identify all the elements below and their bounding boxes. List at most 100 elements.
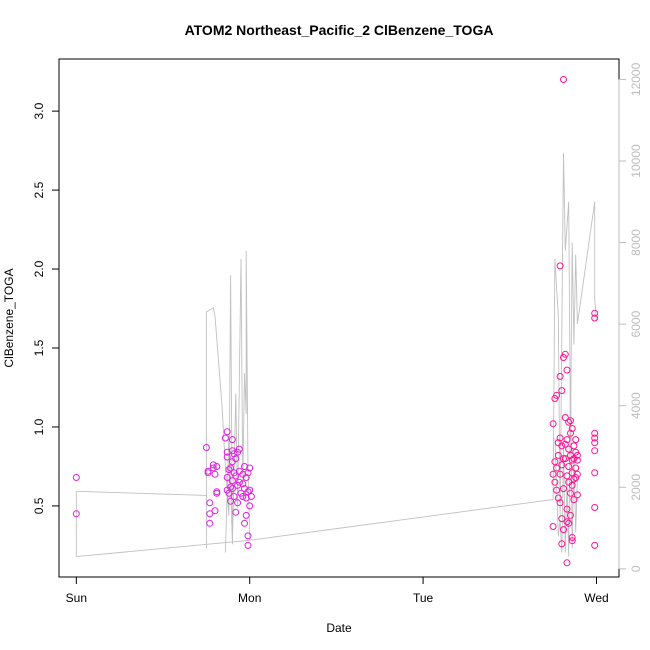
data-point — [563, 472, 571, 480]
right-axis-tick-label: 6000 — [629, 310, 643, 337]
data-point — [563, 366, 571, 374]
data-point — [560, 76, 567, 83]
right-axis-tick-label: 12000 — [629, 62, 643, 96]
data-point — [234, 499, 242, 507]
data-point — [561, 350, 569, 358]
data-point — [591, 429, 599, 437]
y-tick-label: 2.0 — [32, 260, 46, 277]
background-line-segment — [76, 152, 597, 558]
points-layer — [72, 76, 599, 567]
data-point — [228, 485, 236, 493]
data-point — [206, 510, 214, 518]
data-point — [573, 491, 581, 499]
y-tick-label: 0.5 — [32, 497, 46, 514]
data-point — [558, 540, 566, 548]
data-point — [211, 470, 219, 478]
background-line-layer — [75, 152, 597, 558]
right-axis-tick-label: 0 — [629, 565, 643, 572]
data-point — [241, 519, 248, 527]
data-point — [225, 466, 233, 474]
plot-frame — [58, 58, 620, 578]
data-point — [230, 450, 238, 458]
right-axis-tick-label: 10000 — [629, 144, 643, 178]
data-point — [572, 436, 580, 444]
data-point — [232, 455, 240, 463]
data-point — [563, 559, 571, 567]
data-point — [568, 456, 576, 464]
data-point — [239, 493, 247, 500]
right-axis-tick-label: 2000 — [629, 474, 643, 501]
data-point — [554, 494, 562, 502]
data-point — [568, 534, 576, 541]
data-point — [568, 481, 576, 489]
data-point — [556, 470, 564, 478]
data-point — [223, 474, 231, 481]
data-point — [228, 436, 236, 444]
data-point — [242, 474, 250, 481]
data-point — [570, 442, 578, 450]
data-point — [221, 434, 229, 442]
data-point — [556, 262, 564, 270]
data-point — [591, 314, 599, 322]
data-point — [591, 541, 599, 549]
y-axis-label: ClBenzene_TOGA — [2, 268, 16, 367]
data-point — [223, 428, 231, 436]
data-point — [244, 488, 252, 496]
data-point — [572, 464, 580, 472]
data-point — [563, 518, 571, 526]
data-point — [213, 463, 221, 470]
data-point — [72, 510, 80, 518]
data-point — [558, 442, 566, 450]
data-point — [235, 445, 243, 453]
data-point — [570, 475, 578, 483]
data-point — [246, 502, 254, 510]
data-point — [591, 439, 599, 447]
data-point — [209, 461, 217, 469]
data-point — [563, 505, 571, 513]
data-point — [591, 434, 599, 442]
data-point — [561, 414, 569, 421]
data-point — [573, 456, 581, 464]
data-point — [565, 519, 573, 527]
data-point — [565, 418, 573, 426]
data-point — [556, 372, 564, 380]
data-point — [206, 519, 214, 527]
data-point — [568, 537, 576, 545]
data-point — [553, 464, 561, 472]
data-point — [591, 469, 599, 477]
data-point — [213, 489, 221, 497]
data-point — [565, 445, 573, 453]
data-point — [591, 504, 599, 511]
x-tick-label: Mon — [238, 591, 261, 605]
data-point — [232, 472, 240, 480]
data-point — [244, 532, 252, 540]
right-axis-tick-label: 8000 — [629, 229, 643, 256]
data-point — [553, 486, 561, 494]
data-point — [565, 463, 573, 470]
y-axis: 0.5 1.0 1.5 2.0 2.5 3.0 — [32, 102, 60, 514]
data-point — [206, 499, 214, 507]
x-tick-label: Tue — [413, 591, 434, 605]
data-point — [558, 387, 566, 395]
data-point — [246, 464, 254, 472]
data-point — [549, 420, 557, 428]
data-point — [247, 493, 255, 500]
chart-title: ATOM2 Northeast_Pacific_2 ClBenzene_TOGA — [185, 22, 494, 38]
data-point — [230, 493, 238, 500]
data-point — [549, 523, 557, 530]
data-point — [227, 483, 235, 491]
data-point — [591, 447, 599, 455]
data-point — [556, 434, 564, 442]
data-point — [227, 464, 235, 472]
y-tick-label: 1.0 — [32, 418, 46, 435]
data-point — [567, 511, 574, 519]
data-point — [558, 461, 566, 469]
data-point — [568, 425, 576, 432]
data-point — [567, 417, 574, 425]
data-point — [549, 470, 557, 478]
data-point — [560, 485, 567, 493]
data-point — [567, 429, 574, 437]
data-point — [242, 511, 250, 519]
data-point — [573, 470, 581, 478]
